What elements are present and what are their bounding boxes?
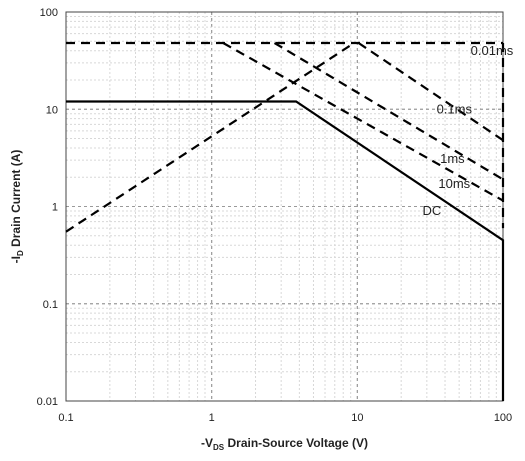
- y-axis-title-rest: Drain Current (A): [9, 150, 23, 251]
- x-axis-title-prefix: -V: [201, 436, 213, 450]
- series-layer: [65, 41, 505, 401]
- x-axis-title-subscript: DS: [213, 443, 225, 452]
- annotation-layer: 0.01ms 0.1ms 1ms 10ms DC: [422, 43, 513, 218]
- x-tick-label: 100: [494, 412, 512, 424]
- annotation-label: DC: [422, 203, 441, 218]
- y-tick-label: 10: [46, 104, 58, 116]
- annotation-label: 0.01ms: [471, 43, 514, 58]
- annotation-label: 10ms: [438, 176, 470, 191]
- y-axis-title: -ID Drain Current (A): [9, 150, 25, 264]
- series-line: [65, 42, 355, 233]
- x-tick-label: 10: [351, 412, 363, 424]
- y-tick-label: 1: [52, 202, 58, 214]
- series-line-DC: [66, 100, 505, 401]
- y-axis-title-prefix: -I: [9, 256, 23, 263]
- series-line-1ms: [222, 42, 504, 202]
- plot-frame: [65, 11, 504, 402]
- grid: [65, 11, 504, 402]
- x-tick-label: 0.1: [58, 412, 73, 424]
- y-tick-label: 0.01: [37, 396, 58, 408]
- x-axis-title-rest: Drain-Source Voltage (V): [224, 436, 368, 450]
- x-axis-title: -VDS Drain-Source Voltage (V): [201, 436, 368, 452]
- y-tick-label: 100: [40, 7, 58, 19]
- y-tick-label: 0.1: [43, 299, 58, 311]
- x-tick-label: 1: [209, 412, 215, 424]
- annotation-label: 1ms: [440, 151, 465, 166]
- y-axis-title-subscript: D: [16, 250, 25, 256]
- annotation-label: 0.1ms: [437, 102, 473, 117]
